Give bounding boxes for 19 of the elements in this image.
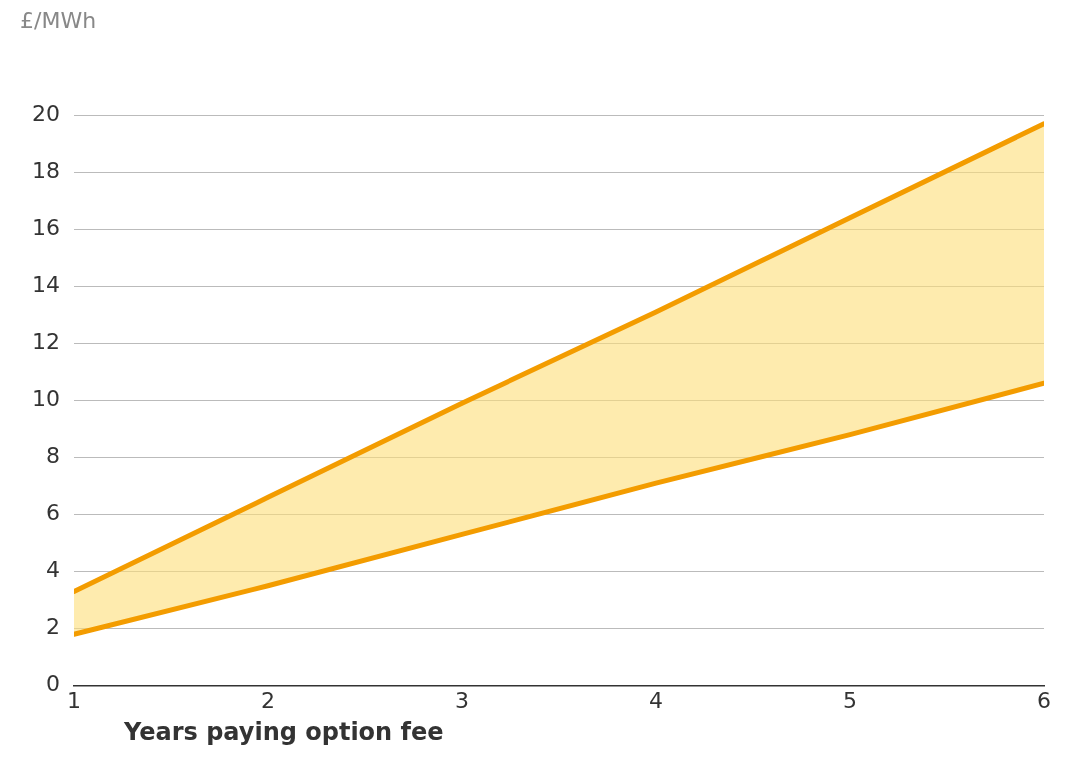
y-tick-label: 10: [31, 386, 60, 412]
y-tick-label: 14: [31, 272, 60, 298]
y-axis-title: £/MWh: [19, 8, 98, 35]
y-tick-label: 6: [45, 500, 60, 526]
y-tick-label: 18: [31, 157, 60, 183]
x-tick-label: 2: [261, 687, 275, 713]
y-tick-label: 4: [45, 557, 60, 583]
x-tick-label: 6: [1037, 687, 1051, 713]
y-tick-label: 8: [45, 443, 60, 469]
y-tick-label: 12: [31, 329, 60, 355]
x-tick-label: 5: [843, 687, 857, 713]
x-tick-label: 1: [66, 687, 81, 713]
x-axis-title: Years paying option fee: [123, 718, 445, 746]
x-tick-label: 4: [649, 687, 663, 713]
y-tick-label: 16: [31, 215, 60, 240]
y-tick-label: 0: [45, 671, 60, 697]
y-tick-label: 20: [31, 100, 60, 126]
y-tick-label: 2: [45, 614, 60, 640]
x-tick-label: 3: [455, 687, 469, 713]
